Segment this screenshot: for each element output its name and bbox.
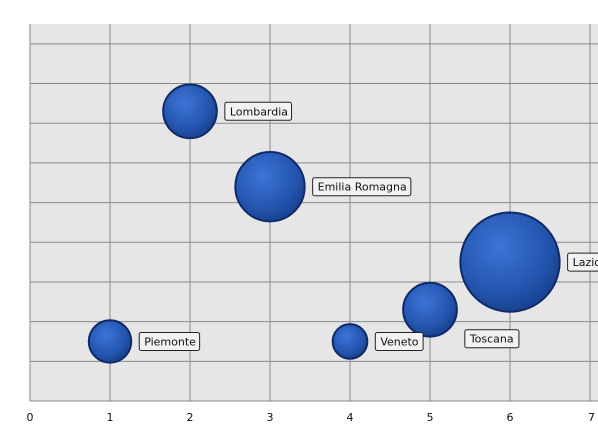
bubble-label-text: Veneto bbox=[380, 335, 418, 348]
x-tick-label: 4 bbox=[347, 411, 354, 424]
bubble-label: Emilia Romagna bbox=[312, 177, 412, 197]
label-box bbox=[312, 177, 412, 197]
bubble-label: Lombardia bbox=[224, 101, 293, 121]
bubbles bbox=[87, 83, 561, 364]
bubble-label-text: Lazio bbox=[573, 256, 598, 269]
x-tick-label: 5 bbox=[427, 411, 434, 424]
bubble bbox=[459, 211, 561, 313]
bubble bbox=[402, 281, 458, 338]
bubble-label-text: Piemonte bbox=[144, 335, 196, 348]
label-box bbox=[567, 252, 598, 272]
bubble-label-text: Toscana bbox=[469, 333, 514, 346]
x-tick-label: 6 bbox=[507, 411, 514, 424]
x-tick-label: 2 bbox=[187, 411, 194, 424]
bubble bbox=[331, 323, 369, 360]
bubble bbox=[162, 83, 218, 140]
label-box bbox=[464, 329, 520, 349]
x-tick-label: 7 bbox=[588, 411, 595, 424]
x-tick-label: 0 bbox=[27, 411, 34, 424]
bubble-label-text: Lombardia bbox=[230, 105, 288, 118]
x-axis-ticks: 0 1 2 3 4 5 6 7 bbox=[27, 411, 596, 424]
bubble-label: Toscana bbox=[464, 329, 520, 349]
bubble-label: Lazio bbox=[567, 252, 598, 272]
bubble-label: Veneto bbox=[374, 331, 424, 351]
bubble bbox=[87, 319, 133, 364]
bubble-label-text: Emilia Romagna bbox=[318, 181, 407, 194]
x-tick-label: 3 bbox=[267, 411, 274, 424]
bubble bbox=[234, 151, 306, 223]
label-box bbox=[374, 331, 424, 351]
bubble-labels: Lombardia Emilia Romagna Lazio Toscana Piemo… bbox=[138, 101, 598, 351]
bubble-label: Piemonte bbox=[138, 331, 201, 351]
label-box bbox=[224, 101, 293, 121]
x-tick-label: 1 bbox=[107, 411, 114, 424]
label-box bbox=[138, 331, 201, 351]
